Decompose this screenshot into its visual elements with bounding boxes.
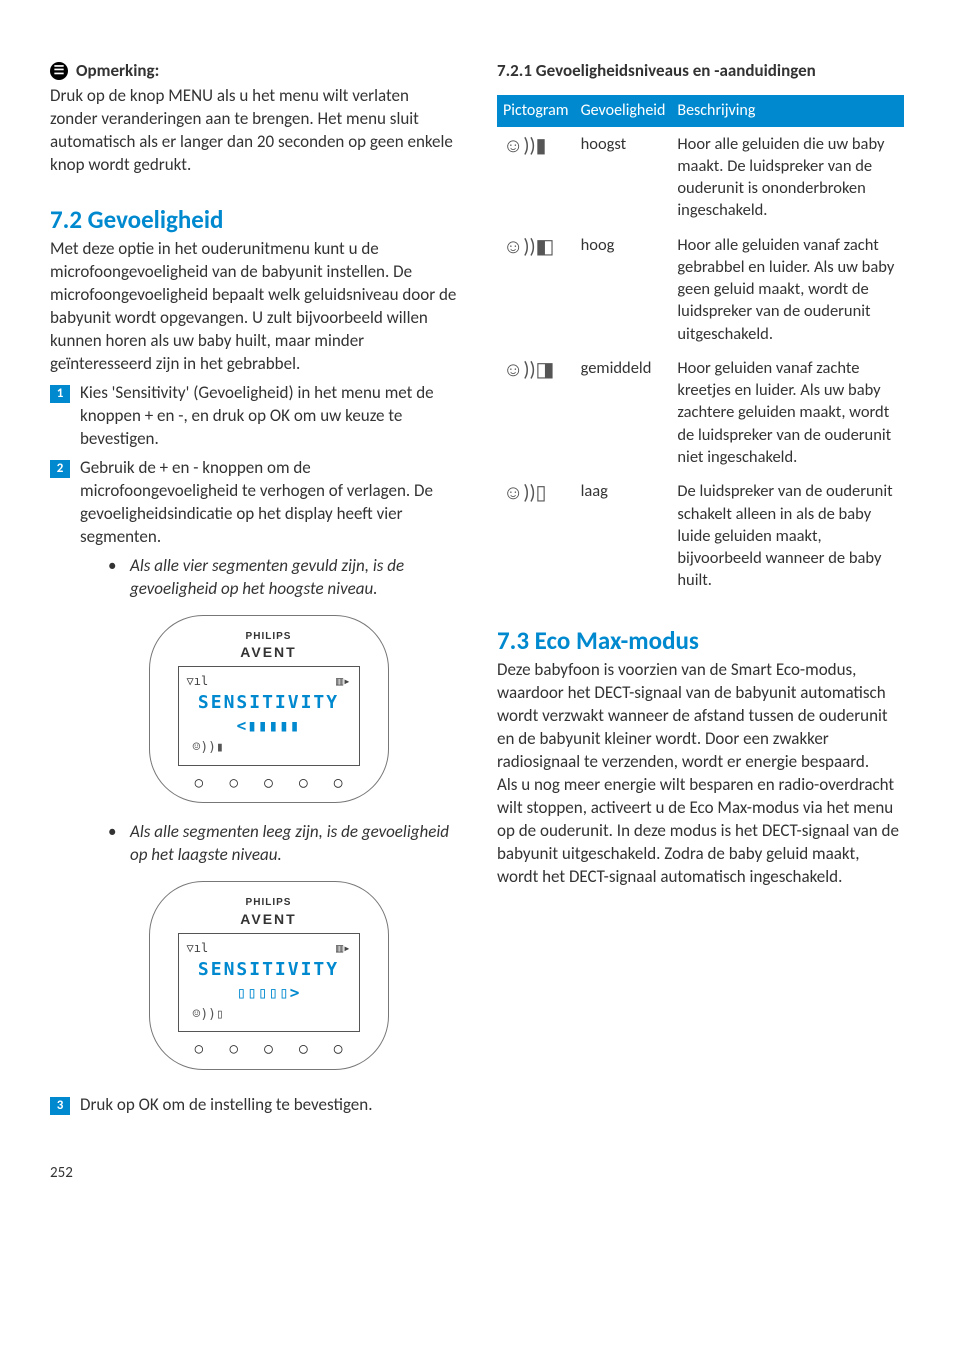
step-3-text: Druk op OK om de instelling te bevestige… xyxy=(80,1094,373,1117)
step-number-1: 1 xyxy=(50,385,70,403)
brand-text-2: PHILIPS xyxy=(162,896,376,910)
face-icon-2: ☺))▯ xyxy=(187,1006,351,1024)
pictogram-icon: ☺))◧ xyxy=(497,228,575,351)
section-7-2-intro: Met deze optie in het ouderunitmenu kunt… xyxy=(50,238,457,376)
lcd-word-2: SENSITIVITY xyxy=(187,958,351,982)
step-number-3: 3 xyxy=(50,1097,70,1115)
sensitivity-table: Pictogram Gevoeligheid Beschrijving ☺))▮… xyxy=(497,95,904,598)
table-row: ☺))◨ gemiddeld Hoor geluiden vanaf zacht… xyxy=(497,351,904,474)
pictogram-icon: ☺))▯ xyxy=(497,474,575,597)
th-pictogram: Pictogram xyxy=(497,95,575,127)
battery-icon: ▥▸ xyxy=(336,673,350,689)
led-row: ○○◯◯◯ xyxy=(162,774,376,793)
level-cell: laag xyxy=(575,474,672,597)
step-2-text: Gebruik de + en - knoppen om de microfoo… xyxy=(80,457,433,547)
pictogram-icon: ☺))▮ xyxy=(497,127,575,228)
level-cell: hoog xyxy=(575,228,672,351)
device-illustration-high: PHILIPS AVENT ▽ıl ▥▸ SENSITIVITY <▮▮▮▮▮ ☺… xyxy=(149,615,389,804)
section-7-3-title: 7.3 Eco Max-modus xyxy=(497,624,904,658)
desc-cell: Hoor alle geluiden die uw baby maakt. De… xyxy=(671,127,904,228)
level-cell: hoogst xyxy=(575,127,672,228)
sensitivity-bar-empty: ▯▯▯▯▯> xyxy=(187,982,351,1004)
battery-icon-2: ▥▸ xyxy=(336,940,350,956)
signal-icon: ▽ıl xyxy=(187,673,209,689)
note-label: Opmerking: xyxy=(76,60,159,83)
device-illustration-low: PHILIPS AVENT ▽ıl ▥▸ SENSITIVITY ▯▯▯▯▯> ☺… xyxy=(149,881,389,1070)
section-7-3-p1: Deze babyfoon is voorzien van de Smart E… xyxy=(497,659,904,774)
step-1-text: Kies 'Sensitivity' (Gevoeligheid) in het… xyxy=(80,382,457,451)
brand2-text: AVENT xyxy=(162,643,376,662)
sensitivity-bar-full: <▮▮▮▮▮ xyxy=(187,715,351,737)
step-number-2: 2 xyxy=(50,460,70,478)
led-row-2: ○○◯◯◯ xyxy=(162,1040,376,1059)
desc-cell: De luidspreker van de ouderunit schakelt… xyxy=(671,474,904,597)
desc-cell: Hoor geluiden vanaf zachte kreetjes en l… xyxy=(671,351,904,474)
table-row: ☺))▮ hoogst Hoor alle geluiden die uw ba… xyxy=(497,127,904,228)
bullet-high: Als alle vier segmenten gevuld zijn, is … xyxy=(108,555,457,601)
note-body: Druk op de knop MENU als u het menu wilt… xyxy=(50,85,457,177)
page-number: 252 xyxy=(50,1163,904,1183)
level-cell: gemiddeld xyxy=(575,351,672,474)
bullet-low: Als alle segmenten leeg zijn, is de gevo… xyxy=(108,821,457,867)
pictogram-icon: ☺))◨ xyxy=(497,351,575,474)
th-sensitivity: Gevoeligheid xyxy=(575,95,672,127)
note-icon: ☰ xyxy=(50,62,68,80)
desc-cell: Hoor alle geluiden vanaf zacht gebrabbel… xyxy=(671,228,904,351)
table-row: ☺))▯ laag De luidspreker van de ouderuni… xyxy=(497,474,904,597)
signal-icon-2: ▽ıl xyxy=(187,940,209,956)
lcd-word: SENSITIVITY xyxy=(187,691,351,715)
face-icon: ☺))▮ xyxy=(187,739,351,757)
section-7-2-1-title: 7.2.1 Gevoeligheidsniveaus en -aanduidin… xyxy=(497,60,904,83)
section-7-2-title: 7.2 Gevoeligheid xyxy=(50,203,457,237)
table-row: ☺))◧ hoog Hoor alle geluiden vanaf zacht… xyxy=(497,228,904,351)
brand-text: PHILIPS xyxy=(162,630,376,644)
section-7-3-p2: Als u nog meer energie wilt besparen en … xyxy=(497,774,904,889)
th-description: Beschrijving xyxy=(671,95,904,127)
brand2-text-2: AVENT xyxy=(162,910,376,929)
